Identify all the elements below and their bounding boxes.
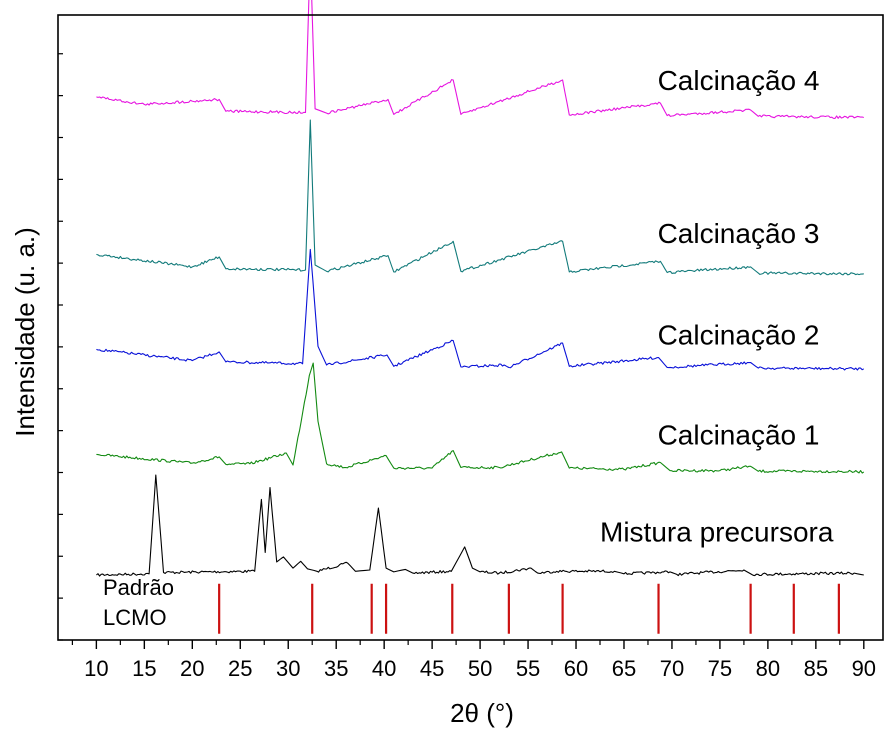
x-tick-label: 30 <box>276 656 300 681</box>
series-layer <box>96 0 865 577</box>
plot-frame <box>57 14 884 641</box>
x-tick-label: 85 <box>804 656 828 681</box>
x-tick-label: 25 <box>228 656 252 681</box>
y-axis-title: Intensidade (u. a.) <box>10 227 40 437</box>
x-tick-label: 65 <box>612 656 636 681</box>
x-tick-label: 60 <box>564 656 588 681</box>
series-line-3 <box>96 119 864 276</box>
reference-peaks: Padrão LCMO <box>103 575 840 634</box>
x-tick-label: 70 <box>660 656 684 681</box>
series-label-0: Calcinação 4 <box>658 65 820 96</box>
reference-label-line-1: LCMO <box>103 605 167 630</box>
x-tick-label: 15 <box>132 656 156 681</box>
x-tick-label: 40 <box>372 656 396 681</box>
x-tick-label: 80 <box>756 656 780 681</box>
x-tick-label: 50 <box>468 656 492 681</box>
x-tick-label: 20 <box>180 656 204 681</box>
x-tick-label: 55 <box>516 656 540 681</box>
x-axis-title: 2θ (°) <box>450 698 514 728</box>
series-label-4: Mistura precursora <box>600 516 834 547</box>
series-label-2: Calcinação 2 <box>658 319 820 350</box>
x-tick-label: 35 <box>324 656 348 681</box>
x-tick-label: 45 <box>420 656 444 681</box>
series-line-4 <box>96 0 864 119</box>
x-tick-label: 75 <box>708 656 732 681</box>
axes: 10 15 20 25 30 35 40 45 50 55 60 65 70 75 80 85 90 <box>57 14 884 681</box>
series-line-1 <box>96 362 865 474</box>
series-label-3: Calcinação 1 <box>658 419 820 450</box>
series-labels: Calcinação 4 Calcinação 3 Calcinação 2 Calc… <box>600 65 834 547</box>
x-tick-label: 10 <box>84 656 108 681</box>
series-line-0 <box>96 474 864 577</box>
series-line-2 <box>96 248 865 371</box>
series-label-1: Calcinação 3 <box>658 218 820 249</box>
x-tick-label: 90 <box>852 656 876 681</box>
reference-label-line-0: Padrão <box>103 575 174 600</box>
